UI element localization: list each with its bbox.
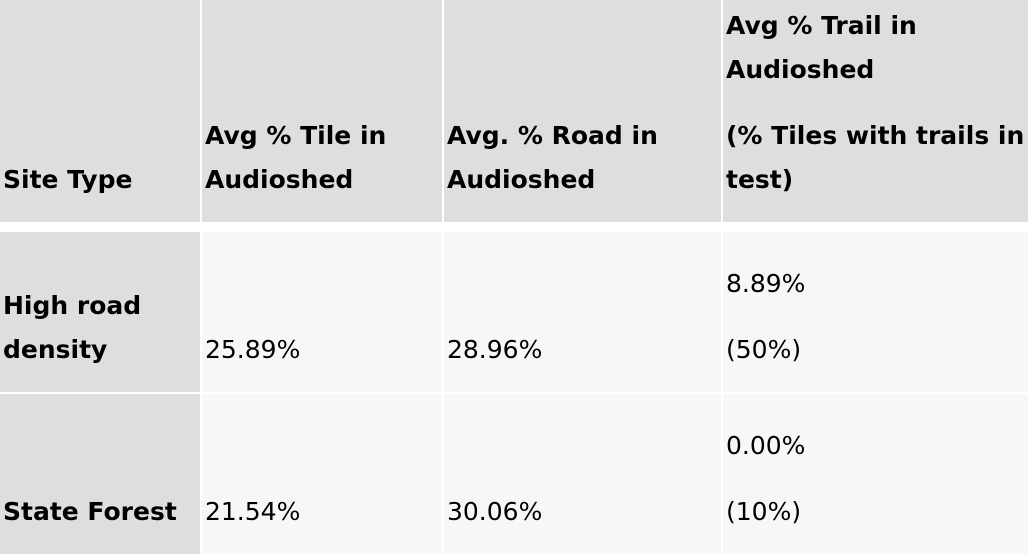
table-cell-tile: 21.54% [202,394,442,554]
header-avg-tile-line1: Avg % Tile in [205,121,387,150]
header-avg-trail-line2: Audioshed [726,55,875,84]
row2-road-value: 30.06% [447,497,543,526]
row2-tile-value: 21.54% [205,497,301,526]
row1-tile-value: 25.89% [205,335,301,364]
row1-site-type-line1: High road [3,291,142,320]
header-site-type-label: Site Type [3,165,133,194]
table-cell-tile: 25.89% [202,232,442,392]
header-avg-road-line1: Avg. % Road in [447,121,658,150]
header-trail-tiles-line1: (% Tiles with trails in [726,121,1025,150]
table-cell-road: 28.96% [444,232,721,392]
row2-site-type-label: State Forest [3,497,177,526]
header-avg-trail: Avg % Trail in Audioshed (% Tiles with t… [723,0,1028,222]
header-avg-trail-line1: Avg % Trail in [726,11,917,40]
table-row-site-type: High road density [0,232,200,392]
row2-trail-tiles-value: (10%) [726,497,802,526]
table-cell-trail: 0.00% (10%) [723,394,1028,554]
header-site-type: Site Type [0,0,200,222]
table-row-site-type: State Forest [0,394,200,554]
row1-trail-value: 8.89% [726,269,806,298]
header-avg-tile: Avg % Tile in Audioshed [202,0,442,222]
row1-road-value: 28.96% [447,335,543,364]
table-cell-trail: 8.89% (50%) [723,232,1028,392]
header-avg-road: Avg. % Road in Audioshed [444,0,721,222]
row1-trail-tiles-value: (50%) [726,335,802,364]
header-trail-tiles-line2: test) [726,165,794,194]
table-cell-road: 30.06% [444,394,721,554]
header-avg-road-line2: Audioshed [447,165,596,194]
row1-site-type-line2: density [3,335,108,364]
row2-trail-value: 0.00% [726,431,806,460]
header-avg-tile-line2: Audioshed [205,165,354,194]
